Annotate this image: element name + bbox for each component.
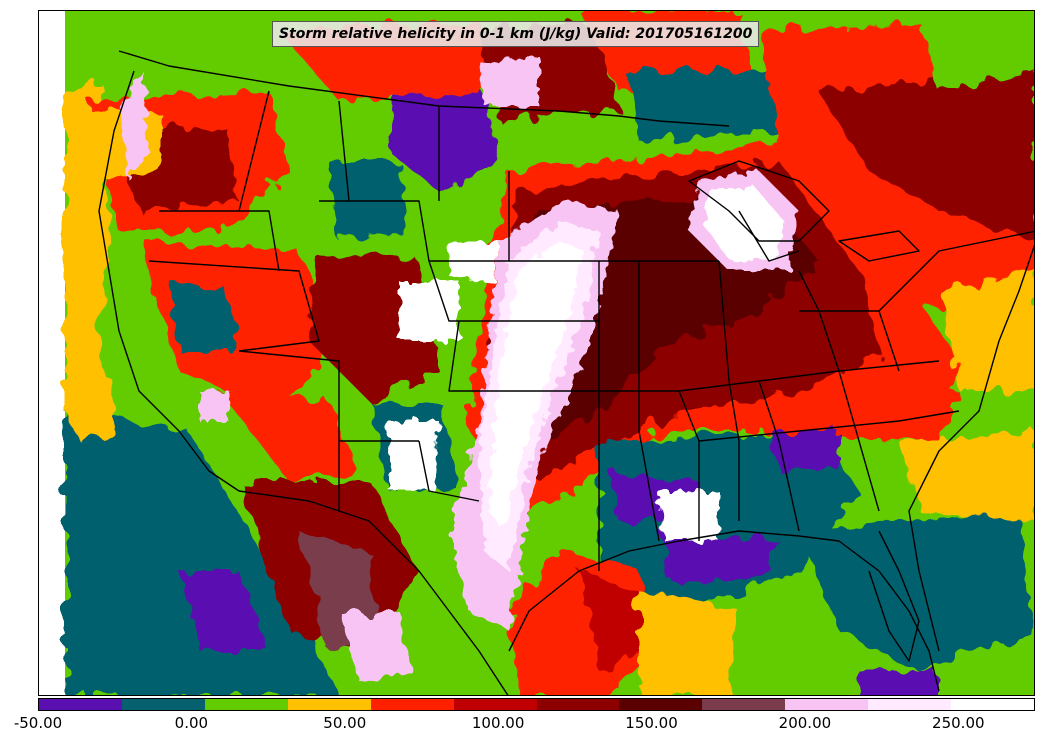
colorbar-segment bbox=[702, 699, 786, 710]
map-title: Storm relative helicity in 0-1 km (J/kg)… bbox=[272, 21, 760, 47]
colorbar-segment bbox=[785, 699, 869, 710]
colorbar-segment bbox=[536, 699, 620, 710]
colorbar-segment bbox=[370, 699, 454, 710]
colorbar-segment bbox=[868, 699, 952, 710]
colorbar-tick-label: 100.00 bbox=[471, 714, 525, 732]
colorbar bbox=[38, 698, 1035, 711]
colorbar-tick-label: 150.00 bbox=[625, 714, 678, 732]
colorbar-segment bbox=[453, 699, 537, 710]
helicity-map bbox=[39, 11, 1034, 695]
helicity-field bbox=[65, 11, 1034, 695]
colorbar-segment bbox=[287, 699, 371, 710]
map-panel bbox=[38, 10, 1035, 696]
colorbar-tick-label: 50.00 bbox=[323, 714, 367, 732]
colorbar-tick-label: 250.00 bbox=[932, 714, 985, 732]
colorbar-tick-label: -50.00 bbox=[13, 714, 63, 732]
colorbar-tick-label: 0.00 bbox=[174, 714, 209, 732]
political-boundaries bbox=[98, 50, 1034, 695]
colorbar-segment bbox=[121, 699, 205, 710]
colorbar-segment bbox=[619, 699, 703, 710]
colorbar-segment bbox=[951, 699, 1035, 710]
colorbar-tick-label: 200.00 bbox=[778, 714, 832, 732]
colorbar-segment bbox=[204, 699, 288, 710]
colorbar-segment bbox=[39, 699, 122, 710]
map-margin bbox=[39, 11, 65, 695]
